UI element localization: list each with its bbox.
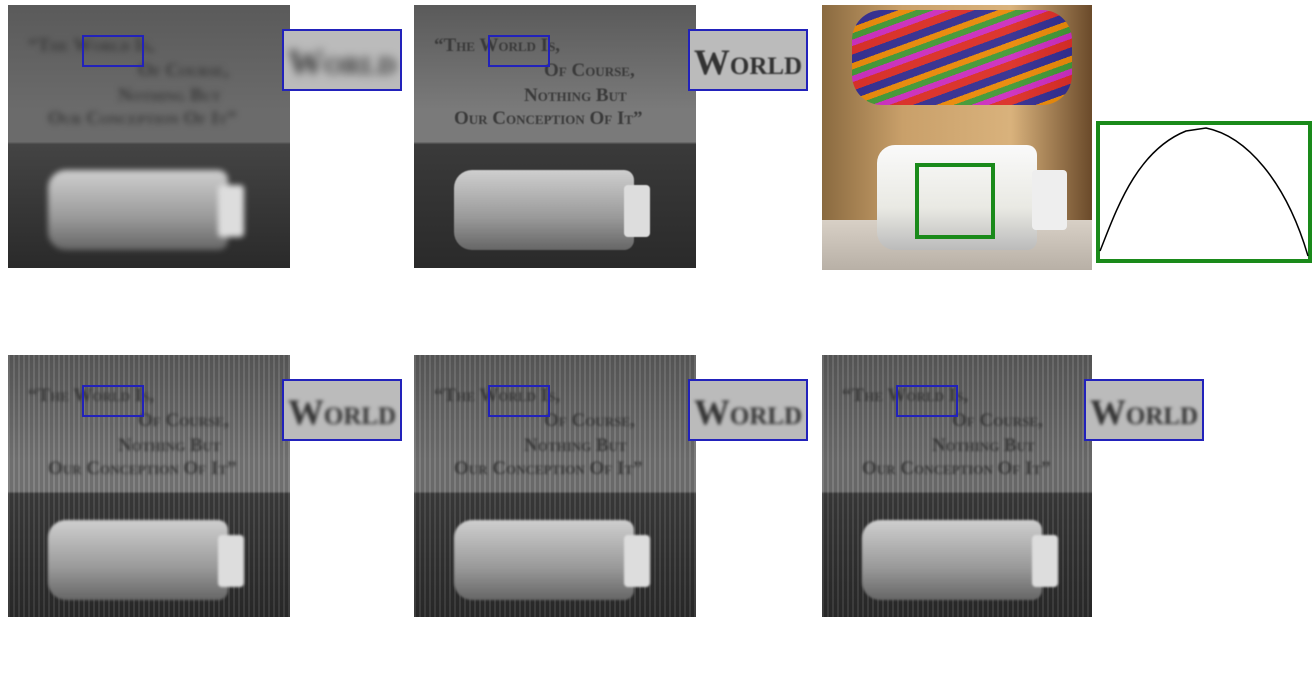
scene-text: Of Course, <box>544 410 635 432</box>
scene-text: Our Conception Of It” <box>862 458 1051 480</box>
highlight-box <box>896 385 958 417</box>
inset-word: World <box>284 391 400 433</box>
scene-text: Nothing But <box>524 435 627 457</box>
highlight-box <box>82 385 144 417</box>
scene-text: Our Conception Of It” <box>454 108 643 130</box>
jar <box>48 170 228 250</box>
highlight-box <box>488 385 550 417</box>
zoom-inset: World <box>282 29 402 91</box>
highlight-box <box>915 163 995 239</box>
inset-word: World <box>284 41 400 83</box>
scene-text: Our Conception Of It” <box>454 458 643 480</box>
zoom-inset: World <box>688 29 808 91</box>
jar-cap <box>1032 170 1067 230</box>
scene-text: Nothing But <box>118 85 221 107</box>
scene-text: Of Course, <box>138 60 229 82</box>
jar-cap <box>624 535 650 587</box>
scene-text: Of Course, <box>952 410 1043 432</box>
zoom-inset: World <box>1084 379 1204 441</box>
jar <box>454 520 634 600</box>
jar-cap <box>1032 535 1058 587</box>
inset-word: World <box>1086 391 1202 433</box>
scene-text: Nothing But <box>524 85 627 107</box>
jar-cap <box>624 185 650 237</box>
scene-text: Of Course, <box>544 60 635 82</box>
zoom-inset: World <box>688 379 808 441</box>
intensity-plot <box>1096 121 1312 263</box>
highlight-box <box>82 35 144 67</box>
dslr-image <box>822 5 1092 270</box>
inset-word: World <box>690 41 806 83</box>
highlight-box <box>488 35 550 67</box>
plot-frame <box>1098 123 1310 261</box>
jar <box>48 520 228 600</box>
scene-text: Our Conception Of It” <box>48 458 237 480</box>
scene-text: Nothing But <box>118 435 221 457</box>
scene-text: Our Conception Of It” <box>48 108 237 130</box>
jar-cap <box>218 185 244 237</box>
scene-text: Of Course, <box>138 410 229 432</box>
crayon-drawing <box>852 10 1072 105</box>
scene-text: Nothing But <box>932 435 1035 457</box>
jar <box>454 170 634 250</box>
figure: “The World Is,Of Course,Nothing ButOur C… <box>0 0 1315 687</box>
jar-cap <box>218 535 244 587</box>
zoom-inset: World <box>282 379 402 441</box>
jar <box>862 520 1042 600</box>
inset-word: World <box>690 391 806 433</box>
